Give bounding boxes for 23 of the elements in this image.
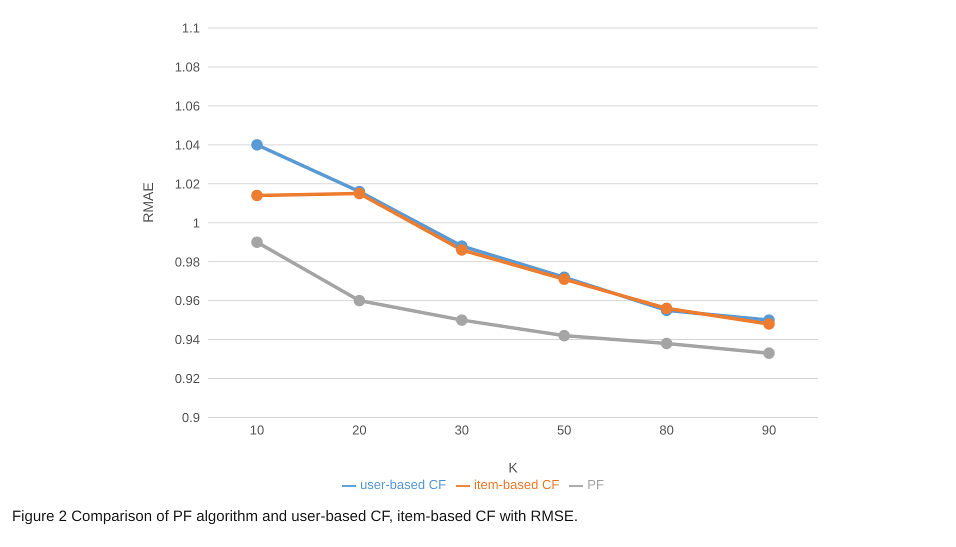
legend-label: user-based CF [360, 477, 446, 492]
y-tick-label: 0.92 [174, 371, 200, 386]
x-tick-label: 50 [556, 422, 572, 438]
y-tick-label: 1.08 [174, 60, 200, 75]
y-tick-label: 1 [192, 215, 200, 230]
x-axis-title: K [508, 459, 518, 476]
legend-label: item-based CF [474, 477, 560, 492]
y-tick-label: 0.94 [174, 332, 200, 348]
y-tick-label: 1.04 [174, 137, 200, 152]
x-tick-label: 10 [250, 422, 264, 438]
legend-label: PF [587, 477, 604, 492]
y-tick-label: 1.06 [174, 98, 200, 114]
y-tick-label: 0.96 [174, 293, 200, 308]
y-axis-title: RMAE [140, 182, 156, 223]
y-tick-label: 0.98 [174, 254, 200, 270]
x-tick-label: 80 [659, 422, 674, 438]
y-tick-label: 1.1 [182, 20, 200, 36]
caption: Figure 2 Comparison of PF algorithm and user-based CF, item-based CF with RMSE. [12, 508, 578, 525]
x-tick-label: 20 [352, 422, 367, 438]
x-tick-label: 30 [454, 422, 470, 438]
y-tick-label: 0.9 [182, 410, 200, 426]
x-tick-label: 90 [762, 422, 776, 438]
y-tick-label: 1.02 [174, 176, 200, 192]
